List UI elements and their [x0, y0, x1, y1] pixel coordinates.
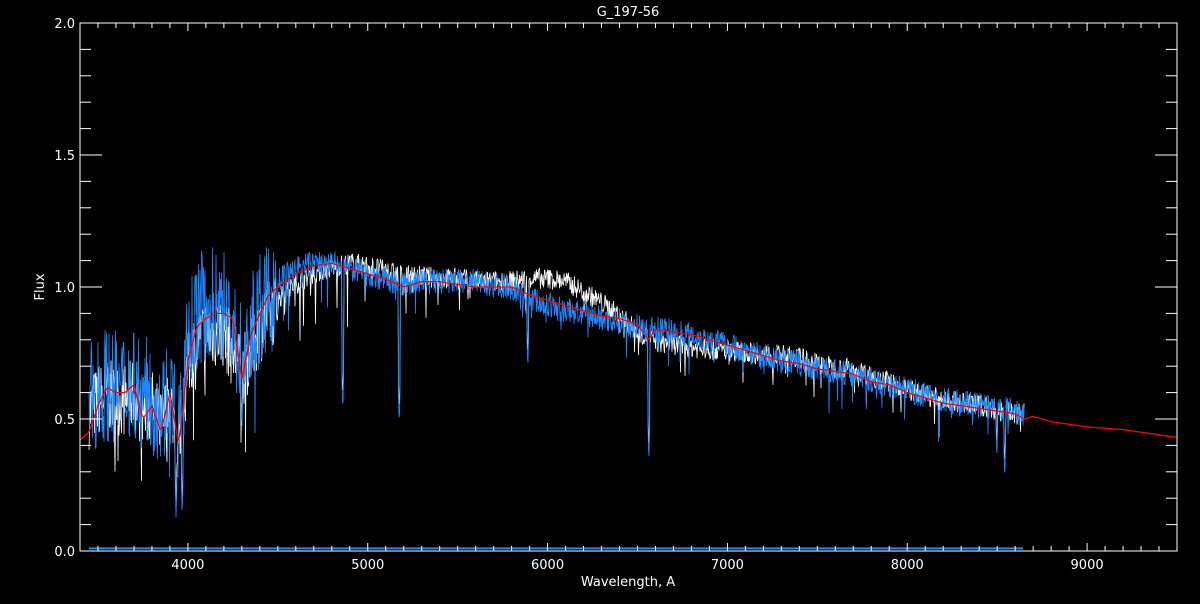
series-line-2	[79, 262, 1177, 443]
x-axis-label: Wavelength, A	[581, 575, 675, 590]
series-line-0	[88, 253, 1025, 505]
series-layer	[79, 247, 1177, 550]
x-tick-label: 5000	[351, 558, 384, 573]
x-tick-label: 9000	[1071, 558, 1104, 573]
y-tick-label: 1.5	[54, 149, 75, 164]
y-tick-label: 2.0	[54, 17, 75, 32]
axes-layer: 4000 5000 6000 7000 8000 9000 0.0 0.5 1.0 1.5 2.0	[54, 17, 1178, 573]
x-tick-label: 8000	[891, 558, 924, 573]
x-tick-label: 4000	[171, 558, 204, 573]
y-tick-label: 0.0	[54, 545, 75, 560]
x-tick-label: 6000	[531, 558, 564, 573]
y-tick-label: 1.0	[54, 281, 75, 296]
chart-title: G_197-56	[597, 5, 660, 20]
plot-frame	[79, 22, 1178, 552]
y-tick-label: 0.5	[54, 413, 75, 428]
x-tick-label: 7000	[711, 558, 744, 573]
series-line-1	[88, 247, 1025, 518]
y-axis-label: Flux	[33, 273, 48, 300]
